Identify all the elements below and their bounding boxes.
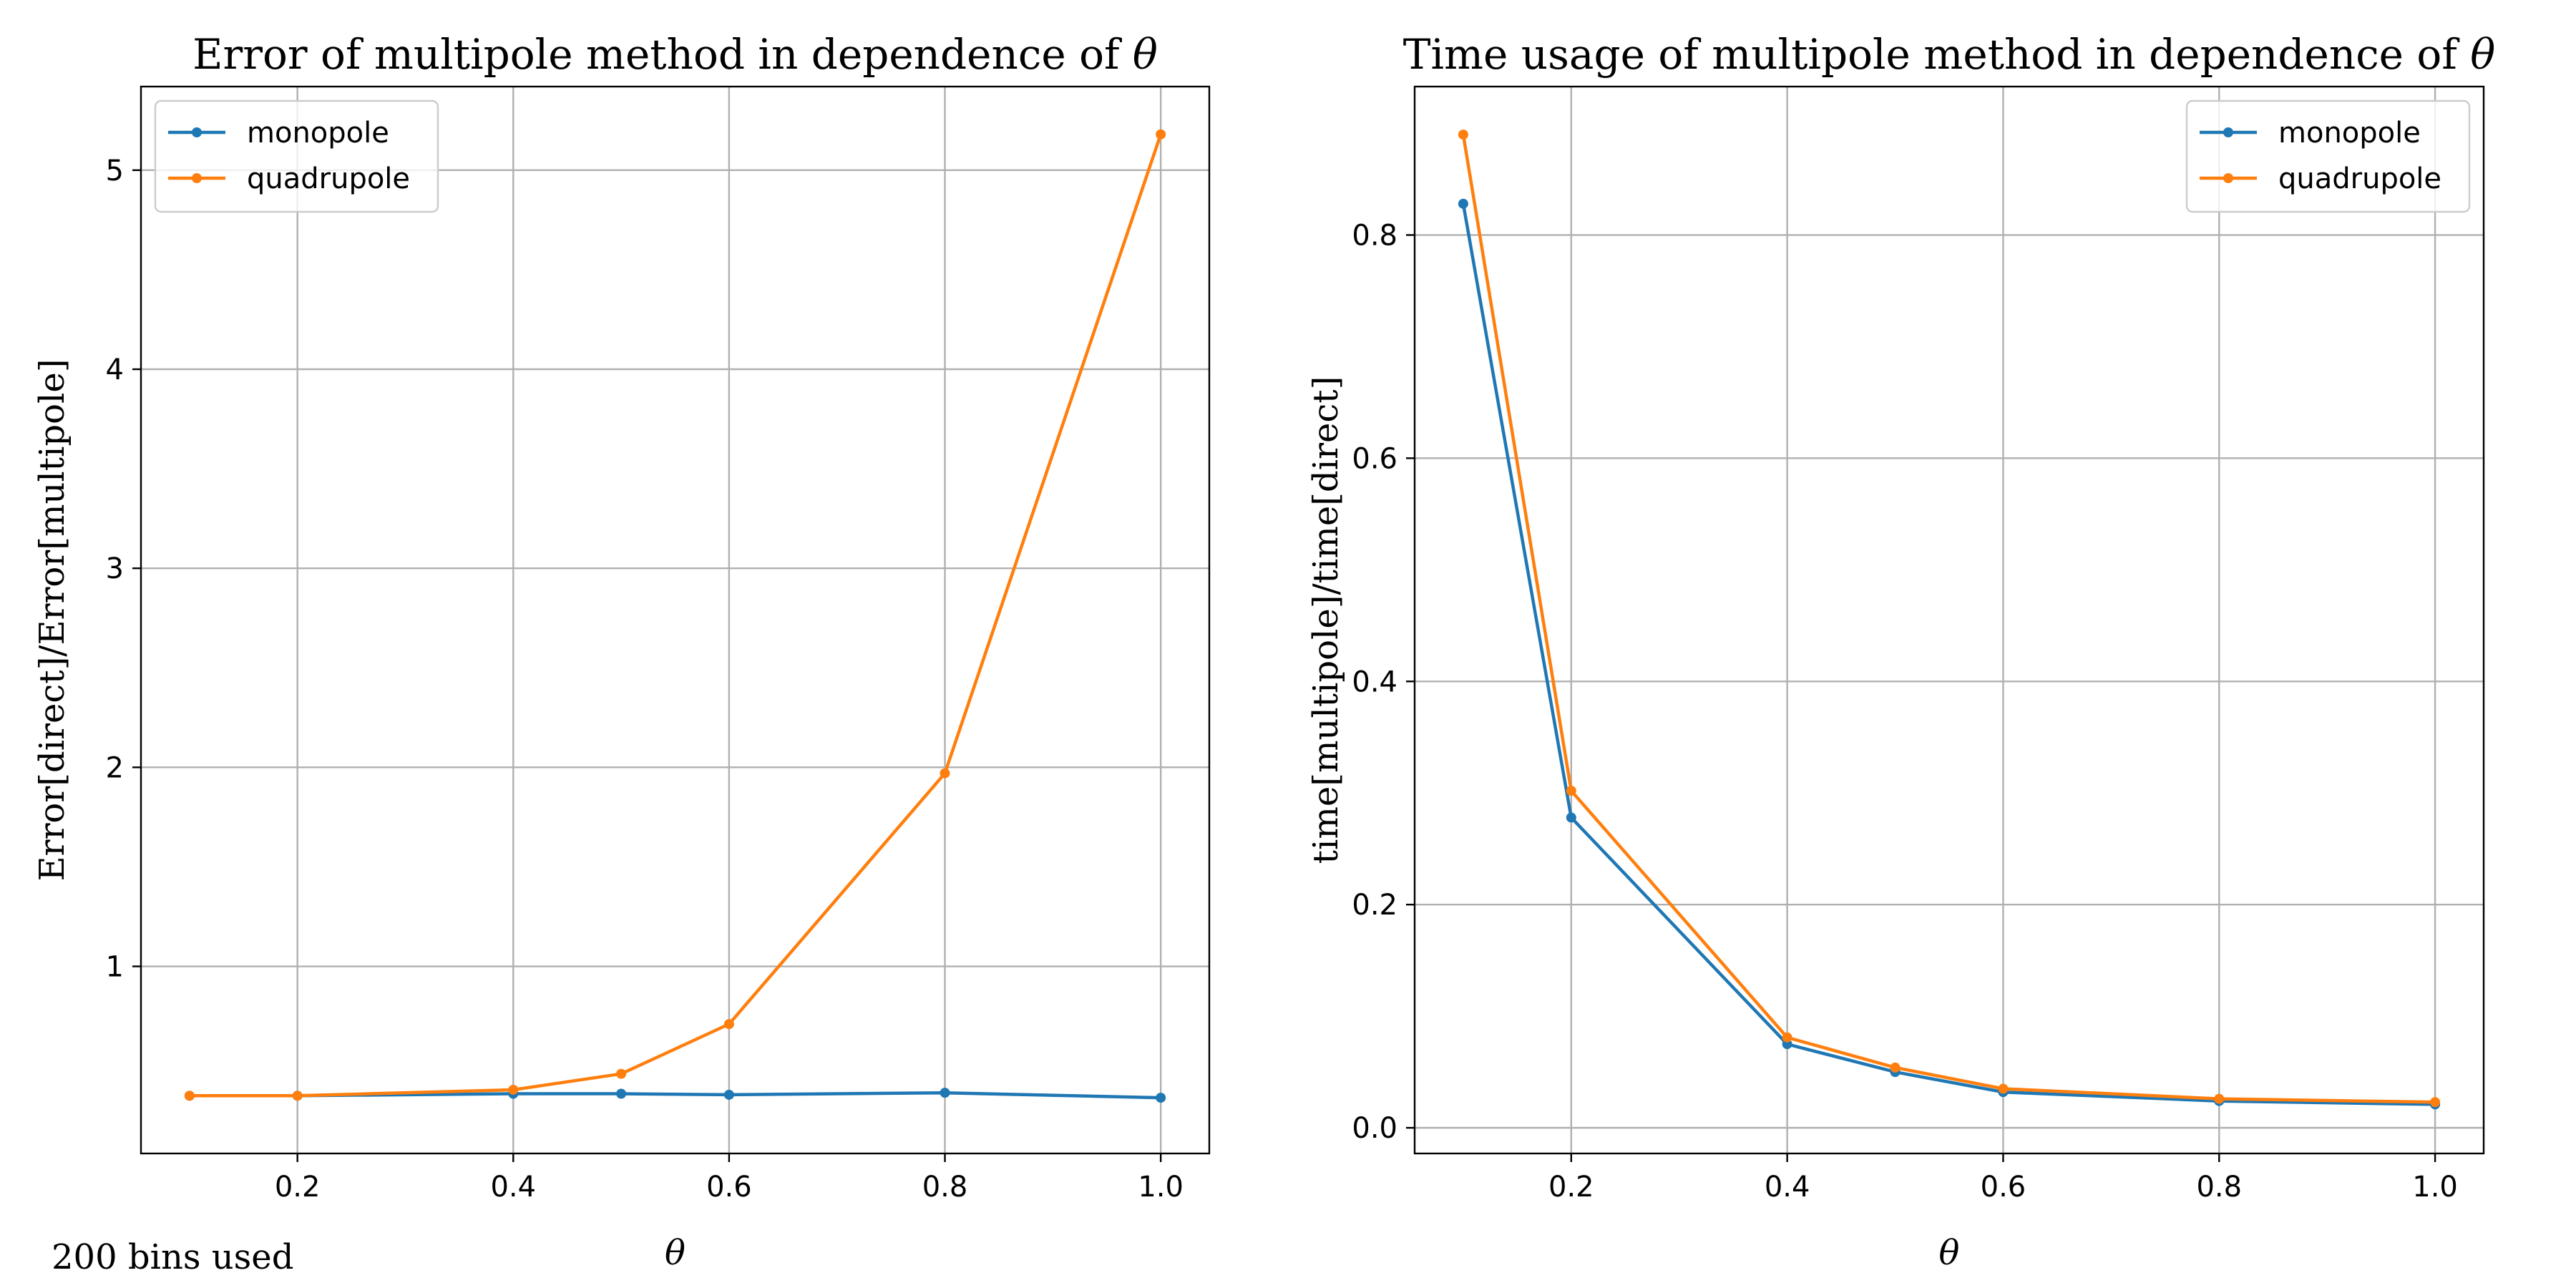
chart-0-series-quadrupole-point-3 xyxy=(616,1068,627,1079)
figure-note: 200 bins used xyxy=(52,1237,293,1277)
chart-1-series-quadrupole-point-3 xyxy=(1890,1062,1901,1073)
chart-0-y-tick-label-1: 2 xyxy=(106,751,124,784)
chart-0-y-tick-label-2: 3 xyxy=(106,552,124,585)
chart-0-x-tick-label-3: 0.8 xyxy=(922,1171,968,1204)
chart-1-legend-label-monopole: monopole xyxy=(2278,117,2421,150)
chart-1-series-quadrupole-point-5 xyxy=(2214,1093,2225,1104)
chart-1-series-monopole-point-1 xyxy=(1566,812,1576,823)
chart-0-axes-frame xyxy=(140,85,1211,1155)
chart-1-y-tick-label-3: 0.6 xyxy=(1352,442,1397,475)
chart-0-series-quadrupole-point-5 xyxy=(940,768,950,779)
chart-1-title-text: Time usage of multipole method in depend… xyxy=(1403,30,2470,79)
chart-1-legend-box xyxy=(2185,99,2471,213)
chart-0-title-symbol: θ xyxy=(1133,30,1158,79)
chart-0-series-quadrupole-point-0 xyxy=(184,1091,195,1101)
chart-0-legend-marker-quadrupole xyxy=(192,173,202,183)
chart-1-legend-marker-quadrupole xyxy=(2223,173,2233,183)
chart-1-legend-label-quadrupole: quadrupole xyxy=(2278,162,2441,195)
chart-1-legend: monopole quadrupole xyxy=(2185,99,2471,213)
chart-0-x-tick-label-1: 0.4 xyxy=(490,1171,536,1204)
chart-1-title-symbol: θ xyxy=(2470,30,2495,79)
chart-0-series-quadrupole-point-1 xyxy=(292,1091,303,1101)
chart-0-x-tick-label-2: 0.6 xyxy=(706,1171,752,1204)
chart-1-x-tick-label-4: 1.0 xyxy=(2412,1171,2458,1204)
chart-0-y-tick-label-4: 5 xyxy=(106,155,124,187)
chart-0-series-quadrupole-point-6 xyxy=(1156,129,1166,140)
chart-1-x-axis-label: θ xyxy=(1939,1233,1960,1273)
chart-0-legend-label-quadrupole: quadrupole xyxy=(247,162,410,195)
chart-0-y-tick-label-0: 1 xyxy=(106,951,124,984)
chart-1-y-tick-label-4: 0.8 xyxy=(1352,219,1397,252)
chart-1-x-tick-label-2: 0.6 xyxy=(1981,1171,2026,1204)
chart-0-series-quadrupole-point-2 xyxy=(508,1084,519,1095)
chart-0-y-axis-label: Error[direct]/Error[multipole] xyxy=(32,358,72,881)
chart-1-y-tick-label-2: 0.4 xyxy=(1352,665,1397,698)
chart-1-series-quadrupole-point-2 xyxy=(1782,1032,1792,1043)
chart-0-y-tick-label-3: 4 xyxy=(106,353,124,386)
chart-1-y-axis-label: time[multipole]/time[direct] xyxy=(1306,376,1346,864)
chart-0-title: Error of multipole method in dependence … xyxy=(192,30,1158,79)
chart-1-series-quadrupole-point-0 xyxy=(1458,130,1468,140)
chart-0-legend: monopole quadrupole xyxy=(154,99,439,213)
chart-0-legend-box xyxy=(154,99,439,213)
chart-0-series-monopole-point-6 xyxy=(1156,1093,1166,1103)
chart-0-legend-label-monopole: monopole xyxy=(247,117,389,150)
chart-1-title: Time usage of multipole method in depend… xyxy=(1403,30,2495,79)
chart-0-series-monopole-point-3 xyxy=(616,1088,627,1099)
chart-0-series-monopole-point-4 xyxy=(723,1089,734,1100)
chart-1-series-quadrupole-point-1 xyxy=(1566,786,1576,796)
chart-0-legend-marker-monopole xyxy=(192,127,202,137)
chart-1-x-tick-label-3: 0.8 xyxy=(2196,1171,2242,1204)
chart-1-y-tick-label-0: 0.0 xyxy=(1352,1112,1397,1145)
chart-1-y-tick-label-1: 0.2 xyxy=(1352,889,1397,922)
chart-0-title-text: Error of multipole method in dependence … xyxy=(192,30,1133,79)
chart-1-x-tick-label-0: 0.2 xyxy=(1548,1171,1594,1204)
error-chart: 0.2 0.4 0.6 0.8 1.0 1 2 3 4 5 Error of multipole m… xyxy=(32,30,1211,1273)
chart-0-x-axis-label: θ xyxy=(665,1233,686,1273)
chart-1-series-monopole-point-0 xyxy=(1458,198,1468,209)
chart-0-x-tick-label-0: 0.2 xyxy=(275,1171,321,1204)
chart-0-x-tick-label-4: 1.0 xyxy=(1138,1171,1184,1204)
time-usage-chart: 0.2 0.4 0.6 0.8 1.0 0.0 0.2 0.4 0.6 0.8 Time usage… xyxy=(1306,30,2495,1273)
chart-1-legend-marker-monopole xyxy=(2223,127,2233,137)
chart-0-series-quadrupole-point-4 xyxy=(723,1019,734,1030)
chart-1-x-tick-label-1: 0.4 xyxy=(1765,1171,1810,1204)
chart-1-axes-frame xyxy=(1413,85,2485,1155)
chart-0-series-monopole-point-5 xyxy=(940,1088,950,1098)
chart-1-series-quadrupole-point-4 xyxy=(1998,1083,2009,1094)
chart-1-series-quadrupole-point-6 xyxy=(2430,1097,2441,1108)
